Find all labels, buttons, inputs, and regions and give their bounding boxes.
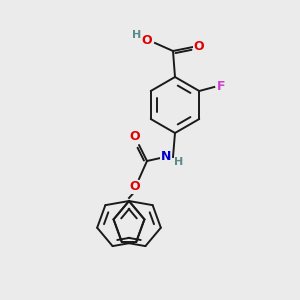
Text: O: O: [142, 34, 152, 47]
Text: H: H: [174, 157, 184, 167]
Text: F: F: [217, 80, 226, 94]
Text: O: O: [130, 181, 140, 194]
Text: H: H: [132, 30, 142, 40]
Text: O: O: [194, 40, 204, 53]
Text: O: O: [130, 130, 140, 143]
Text: N: N: [161, 151, 171, 164]
